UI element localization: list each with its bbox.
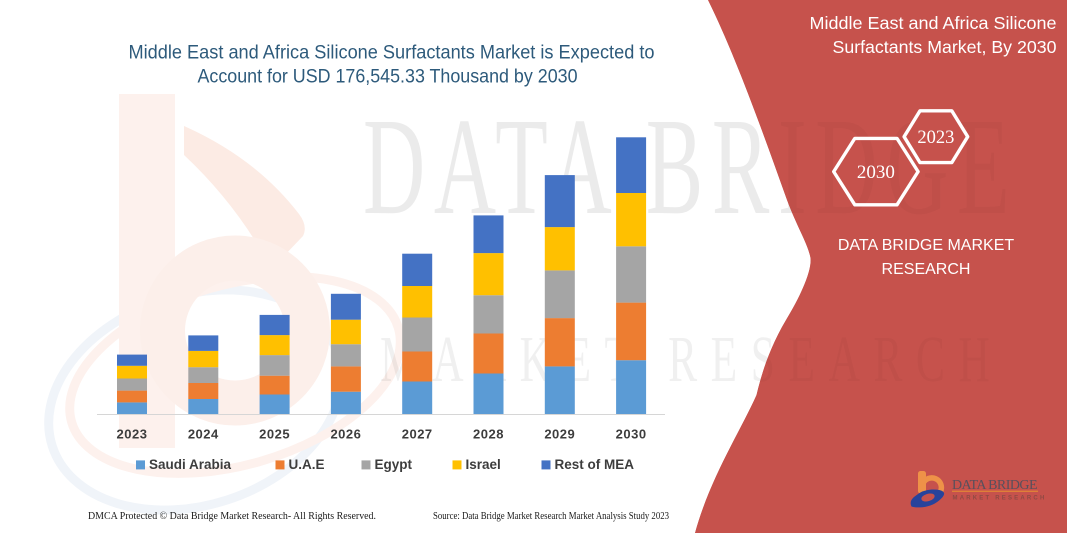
svg-text:Israel: Israel — [466, 457, 501, 472]
svg-text:2024: 2024 — [188, 427, 219, 442]
svg-text:U.A.E: U.A.E — [289, 457, 325, 472]
svg-text:Egypt: Egypt — [375, 457, 413, 472]
svg-text:2028: 2028 — [473, 427, 504, 442]
svg-text:Middle East and Africa Silicon: Middle East and Africa Silicone Surfacta… — [129, 41, 655, 63]
svg-text:2025: 2025 — [259, 427, 290, 442]
svg-text:2023: 2023 — [917, 128, 954, 148]
svg-text:2027: 2027 — [402, 427, 433, 442]
svg-text:RESEARCH: RESEARCH — [882, 261, 971, 278]
svg-text:Saudi Arabia: Saudi Arabia — [149, 457, 232, 472]
svg-text:Account for USD 176,545.33 Tho: Account for USD 176,545.33 Thousand by 2… — [198, 66, 578, 88]
svg-text:2026: 2026 — [330, 427, 361, 442]
svg-text:DMCA Protected © Data Bridge M: DMCA Protected © Data Bridge Market Rese… — [88, 511, 376, 522]
svg-text:Source: Data Bridge Market Res: Source: Data Bridge Market Research Mark… — [433, 511, 669, 522]
svg-text:MARKET RESEARCH: MARKET RESEARCH — [953, 496, 1047, 502]
svg-text:2023: 2023 — [117, 427, 148, 442]
svg-text:2029: 2029 — [544, 427, 575, 442]
svg-text:Middle East and Africa Silicon: Middle East and Africa Silicone — [810, 13, 1057, 33]
svg-text:2030: 2030 — [857, 162, 895, 183]
svg-text:Rest of MEA: Rest of MEA — [555, 457, 635, 472]
svg-text:Surfactants Market, By 2030: Surfactants Market, By 2030 — [833, 37, 1057, 57]
svg-text:DATA BRIDGE: DATA BRIDGE — [952, 478, 1038, 493]
svg-text:DATA BRIDGE MARKET: DATA BRIDGE MARKET — [838, 237, 1015, 254]
svg-text:2030: 2030 — [616, 427, 647, 442]
